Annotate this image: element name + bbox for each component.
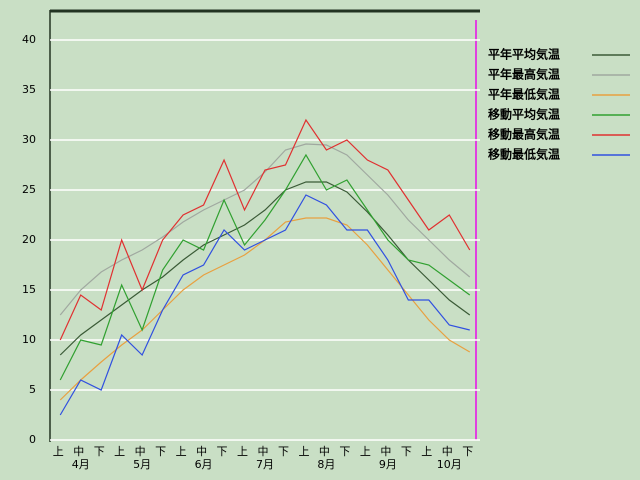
x-tick-label: 中 [258,445,269,458]
x-tick-label: 上 [176,445,187,458]
x-tick-label: 下 [278,445,289,458]
x-tick-label: 下 [462,445,473,458]
x-tick-label: 下 [155,445,166,458]
y-tick-label: 40 [22,33,36,46]
month-label: 10月 [437,458,462,471]
y-tick-label: 5 [29,383,36,396]
series-line [59,153,471,381]
x-tick-label: 上 [114,445,125,458]
series-line [59,217,471,401]
x-tick-label: 上 [360,445,371,458]
month-label: 8月 [317,458,335,471]
x-tick-label: 下 [217,445,228,458]
month-label: 6月 [195,458,213,471]
x-tick-label: 上 [53,445,64,458]
y-tick-label: 20 [22,233,36,246]
legend-label: 移動最高気温 [488,127,560,142]
series-line [59,181,471,356]
legend-label: 平年最低気温 [488,87,560,102]
month-label: 9月 [379,458,397,471]
x-tick-label: 中 [135,445,146,458]
legend-label: 平年平均気温 [488,47,560,62]
x-tick-label: 中 [196,445,207,458]
x-tick-label: 上 [421,445,432,458]
month-label: 4月 [72,458,90,471]
y-tick-label: 35 [22,83,36,96]
month-label: 7月 [256,458,274,471]
y-tick-label: 0 [29,433,36,446]
x-tick-label: 下 [401,445,412,458]
legend-label: 平年最高気温 [488,67,560,82]
y-tick-label: 30 [22,133,36,146]
x-tick-label: 中 [319,445,330,458]
x-tick-label: 中 [442,445,453,458]
x-tick-label: 上 [237,445,248,458]
legend-label: 移動最低気温 [488,147,560,162]
x-tick-label: 中 [73,445,84,458]
y-tick-label: 10 [22,333,36,346]
series-line [59,118,471,341]
x-tick-label: 中 [380,445,391,458]
y-tick-label: 25 [22,183,36,196]
x-tick-label: 下 [339,445,350,458]
x-tick-label: 上 [298,445,309,458]
x-tick-label: 下 [94,445,105,458]
month-label: 5月 [133,458,151,471]
legend-label: 移動平均気温 [488,107,560,122]
series-line [59,194,470,416]
y-tick-label: 15 [22,283,36,296]
